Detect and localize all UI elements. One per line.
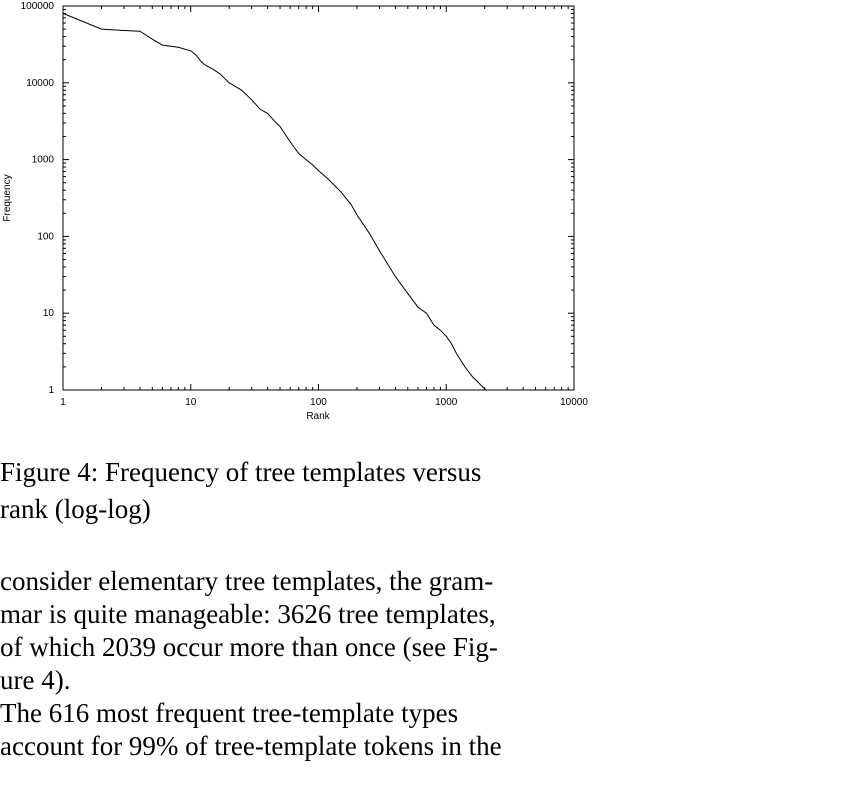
y-tick-label: 10000	[26, 78, 54, 89]
x-tick-label: 10	[185, 397, 197, 408]
y-tick-label: 100	[37, 231, 54, 242]
y-tick-label: 1000	[32, 155, 55, 166]
x-tick-label: 1	[60, 397, 66, 408]
plot-frame	[62, 5, 575, 391]
x-axis-label: Rank	[306, 411, 330, 422]
x-tick-label: 100	[310, 397, 327, 408]
y-axis-label: Frequency	[2, 174, 13, 221]
frequency-rank-chart: 1 10 100 1000 10000 1 10 100 1000 10000 100000 Ran…	[2, 1, 589, 422]
y-tick-label: 10	[43, 308, 55, 319]
paragraph-1: consider elementary tree templates, the …	[0, 566, 498, 695]
x-tick-label: 1000	[435, 397, 458, 408]
axis-ticks: 1 10 100 1000 10000 1 10 100 1000 10000 100000	[21, 1, 589, 408]
y-tick-label: 1	[48, 385, 54, 396]
body-text: consider elementary tree templates, the …	[0, 565, 600, 763]
series-line	[62, 12, 487, 391]
paragraph-2: The 616 most frequent tree-template type…	[0, 698, 502, 761]
figure-caption: Figure 4: Frequency of tree templates ve…	[0, 457, 482, 524]
x-tick-label: 10000	[560, 397, 588, 408]
y-tick-label: 100000	[21, 1, 55, 12]
